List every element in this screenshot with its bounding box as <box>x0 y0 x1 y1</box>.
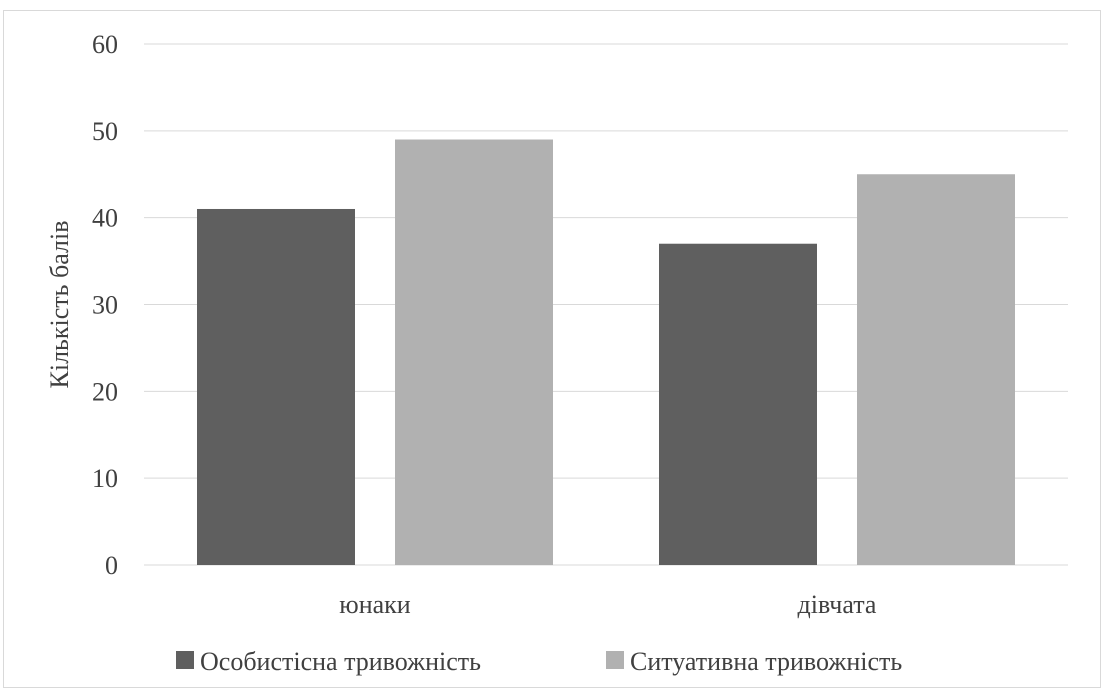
chart-frame <box>3 10 1101 688</box>
bars <box>197 139 1015 565</box>
legend-swatch <box>606 651 624 669</box>
y-tick-label: 0 <box>105 551 118 580</box>
y-axis-title: Кількість балів <box>45 221 74 389</box>
x-category-label: дівчата <box>798 590 877 619</box>
y-tick-label: 60 <box>92 30 118 59</box>
bar-sytuatyvna-1 <box>857 174 1015 565</box>
legend-label: Особистісна тривожність <box>200 647 481 676</box>
y-tick-label: 20 <box>92 377 118 406</box>
bar-osobystisna-1 <box>659 243 817 565</box>
y-tick-label: 40 <box>92 204 118 233</box>
y-axis-ticks: 0 10 20 30 40 50 60 <box>92 30 118 580</box>
bar-sytuatyvna-0 <box>395 139 553 565</box>
x-category-label: юнаки <box>339 590 411 619</box>
legend: Особистісна тривожність Ситуативна тривож… <box>176 647 902 676</box>
legend-swatch <box>176 651 194 669</box>
y-tick-label: 30 <box>92 291 118 320</box>
y-tick-label: 10 <box>92 464 118 493</box>
x-axis-categories: юнаки дівчата <box>339 590 877 619</box>
y-tick-label: 50 <box>92 117 118 146</box>
legend-label: Ситуативна тривожність <box>630 647 902 676</box>
bar-osobystisna-0 <box>197 208 355 565</box>
